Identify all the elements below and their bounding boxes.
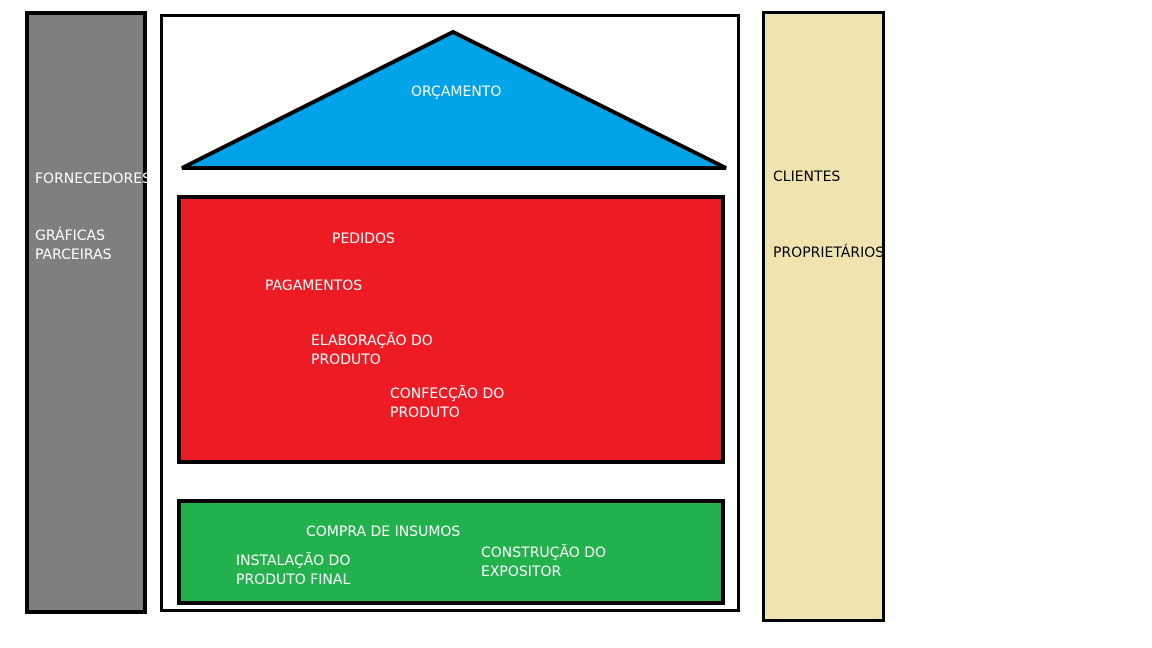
label-elaboracao-line2: PRODUTO bbox=[311, 352, 381, 368]
label-pedidos: PEDIDOS bbox=[332, 231, 395, 247]
label-compra-insumos: COMPRA DE INSUMOS bbox=[306, 524, 461, 540]
label-proprietarios: PROPRIETÁRIOS bbox=[773, 245, 885, 261]
label-graficas-line1: GRÁFICAS bbox=[35, 228, 106, 244]
right-column-clients bbox=[762, 11, 885, 622]
label-construcao-line1: CONSTRUÇÃO DO bbox=[481, 545, 607, 561]
left-column-suppliers bbox=[25, 11, 147, 614]
label-confeccao-line2: PRODUTO bbox=[390, 405, 460, 421]
bottom-block-base bbox=[177, 499, 725, 605]
label-fornecedores: FORNECEDORES bbox=[35, 171, 151, 187]
label-construcao-line2: EXPOSITOR bbox=[481, 564, 562, 580]
label-instalacao-line1: INSTALAÇÃO DO bbox=[236, 553, 351, 569]
roof-triangle bbox=[181, 29, 727, 170]
middle-block-processes bbox=[177, 195, 725, 464]
label-orcamento: ORÇAMENTO bbox=[411, 84, 502, 100]
label-pagamentos: PAGAMENTOS bbox=[265, 278, 363, 294]
label-clientes: CLIENTES bbox=[773, 169, 841, 185]
label-confeccao-line1: CONFECÇÃO DO bbox=[390, 386, 505, 402]
label-graficas-line2: PARCEIRAS bbox=[35, 247, 112, 263]
label-instalacao-line2: PRODUTO FINAL bbox=[236, 572, 351, 588]
label-elaboracao-line1: ELABORAÇÃO DO bbox=[311, 333, 433, 349]
roof-shape bbox=[181, 29, 727, 170]
